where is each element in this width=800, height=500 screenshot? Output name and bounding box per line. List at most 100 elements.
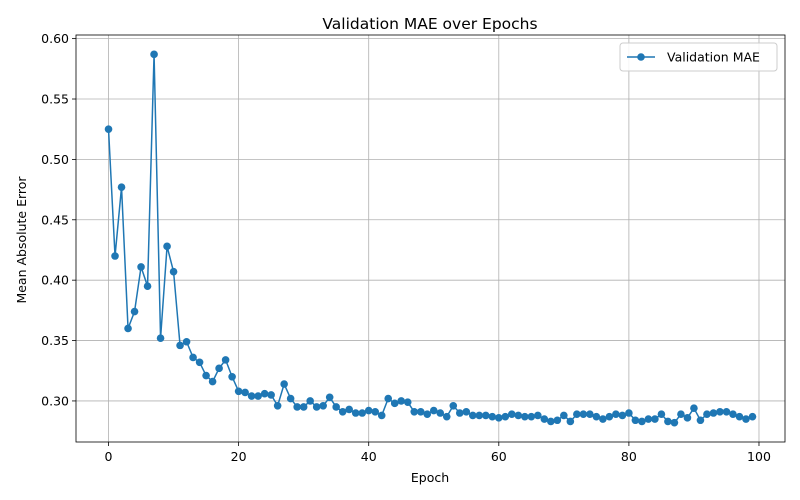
- data-point: [495, 414, 503, 422]
- data-point: [508, 410, 516, 419]
- data-point: [429, 406, 438, 415]
- data-point: [286, 394, 295, 403]
- x-axis-label: Epoch: [411, 470, 449, 485]
- y-tick-label: 0.35: [41, 333, 69, 348]
- data-point: [124, 324, 132, 333]
- data-point: [521, 412, 529, 421]
- legend-label: Validation MAE: [667, 50, 760, 65]
- x-axis-ticks: 0 20 40 60 80 100: [105, 442, 771, 464]
- chart-title: Validation MAE over Epochs: [322, 15, 537, 33]
- data-point: [534, 411, 542, 420]
- data-point: [260, 389, 269, 398]
- data-point: [143, 282, 152, 291]
- data-point: [540, 415, 549, 423]
- data-point: [312, 403, 321, 411]
- data-point: [384, 394, 393, 403]
- data-point: [481, 411, 490, 420]
- data-point: [612, 410, 620, 419]
- data-point: [735, 412, 744, 421]
- x-tick-label: 60: [491, 449, 507, 464]
- data-point: [169, 267, 178, 276]
- data-point: [332, 403, 340, 411]
- data-point: [299, 403, 308, 411]
- data-point: [488, 412, 497, 421]
- data-point: [566, 417, 575, 426]
- grid-lines: [76, 35, 785, 442]
- data-point: [195, 358, 204, 367]
- data-point: [410, 408, 419, 416]
- data-point: [449, 401, 458, 410]
- data-point: [599, 415, 607, 423]
- data-point: [553, 416, 562, 425]
- data-point: [592, 412, 601, 421]
- data-point: [397, 397, 406, 405]
- data-point: [247, 392, 256, 400]
- data-point: [234, 387, 243, 396]
- data-point: [241, 388, 249, 397]
- data-point: [403, 398, 412, 406]
- data-point: [273, 401, 282, 410]
- data-point: [455, 409, 464, 417]
- x-tick-label: 0: [105, 449, 113, 464]
- data-point: [351, 409, 360, 417]
- data-point: [722, 408, 731, 416]
- data-point: [202, 371, 210, 380]
- data-point: [605, 412, 614, 421]
- data-point: [748, 412, 757, 421]
- data-point: [657, 410, 666, 419]
- data-point: [137, 263, 145, 271]
- x-tick-label: 40: [361, 449, 377, 464]
- data-point: [462, 408, 471, 416]
- x-tick-label: 20: [231, 449, 247, 464]
- data-point: [683, 414, 692, 422]
- data-point: [416, 408, 425, 416]
- plot-frame: [75, 34, 786, 443]
- data-point: [742, 415, 750, 423]
- y-tick-label: 0.30: [41, 393, 69, 408]
- data-point: [696, 416, 705, 425]
- y-tick-label: 0.60: [41, 31, 69, 46]
- series-line: [107, 53, 753, 424]
- data-point: [436, 409, 445, 417]
- data-point: [104, 125, 113, 133]
- data-point: [631, 416, 640, 425]
- data-point: [527, 412, 536, 421]
- data-point: [267, 391, 275, 399]
- data-point: [514, 411, 523, 420]
- data-point: [325, 393, 334, 402]
- data-point: [670, 418, 679, 427]
- data-point: [371, 408, 380, 416]
- data-point: [703, 410, 711, 419]
- y-tick-label: 0.40: [41, 273, 69, 288]
- data-point: [176, 341, 184, 350]
- data-point: [560, 411, 568, 420]
- y-axis-ticks: 0.30 0.35 0.40 0.45 0.50 0.55 0.60: [41, 31, 76, 408]
- legend: Validation MAE: [619, 42, 778, 72]
- data-point: [377, 411, 386, 420]
- data-point: [586, 410, 594, 419]
- y-axis-label: Mean Absolute Error: [14, 176, 29, 304]
- data-point: [364, 406, 373, 415]
- data-point: [150, 50, 158, 59]
- data-point: [468, 411, 477, 420]
- data-point: [280, 380, 288, 388]
- data-point: [156, 334, 165, 342]
- data-point: [651, 415, 659, 423]
- data-point: [716, 408, 724, 416]
- data-point: [338, 408, 347, 416]
- y-tick-label: 0.45: [41, 212, 69, 227]
- data-point: [729, 410, 737, 419]
- data-point: [189, 353, 197, 362]
- data-point: [475, 411, 484, 420]
- data-point: [709, 409, 718, 417]
- data-point: [228, 372, 236, 381]
- data-point: [501, 412, 510, 421]
- data-point: [117, 183, 126, 191]
- data-point: [690, 404, 698, 412]
- data-point: [358, 409, 367, 417]
- data-point: [638, 417, 646, 426]
- data-point: [182, 337, 191, 346]
- data-point: [423, 410, 432, 419]
- data-point: [254, 392, 262, 400]
